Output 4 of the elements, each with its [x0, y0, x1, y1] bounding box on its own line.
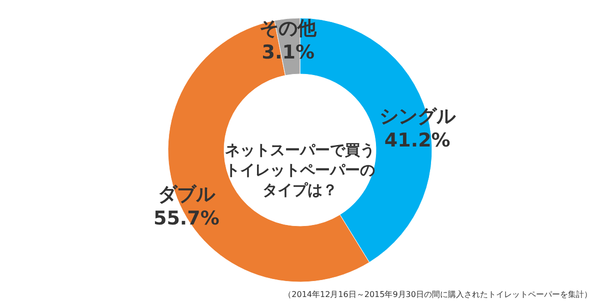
slice-label: ダブル [158, 184, 216, 206]
text: （2014年12月16日～2015年9月30日の間に購入されたトイレットペーパーを集計） [284, 290, 592, 299]
data-label: 3.1% [262, 42, 314, 64]
slice-label: シングル [379, 106, 456, 128]
